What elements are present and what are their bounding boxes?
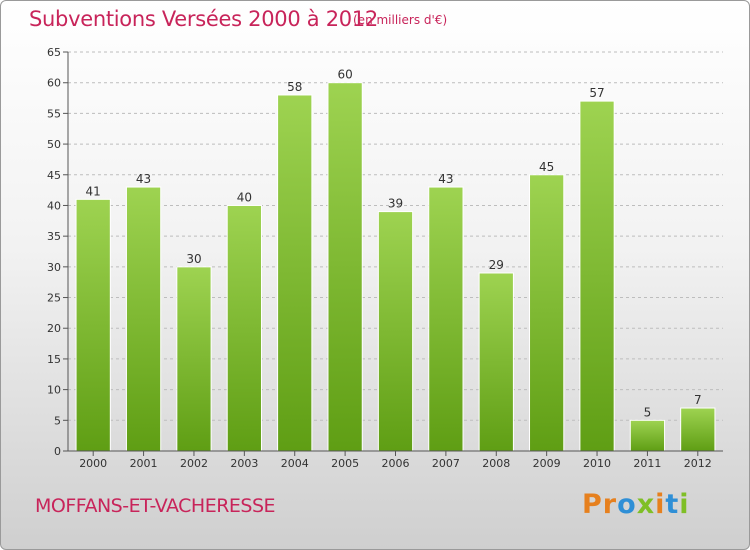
bar-value-label: 41 bbox=[86, 184, 101, 198]
town-name: MOFFANS-ET-VACHERESSE bbox=[35, 495, 276, 517]
bar-value-label: 43 bbox=[136, 172, 151, 186]
bar[interactable] bbox=[75, 198, 111, 452]
bar-value-label: 57 bbox=[589, 86, 604, 100]
y-tick-label: 10 bbox=[47, 384, 61, 397]
bar-value-label: 43 bbox=[438, 172, 453, 186]
logo-letter: P bbox=[582, 489, 603, 520]
x-tick-label: 2003 bbox=[230, 457, 258, 470]
x-tick-label: 2007 bbox=[432, 457, 460, 470]
y-tick-label: 30 bbox=[47, 261, 61, 274]
x-tick-label: 2004 bbox=[281, 457, 309, 470]
bar[interactable] bbox=[428, 186, 464, 452]
y-tick-label: 35 bbox=[47, 230, 61, 243]
bar-value-label: 29 bbox=[489, 258, 504, 272]
logo-letter: i bbox=[679, 489, 690, 520]
y-tick-label: 45 bbox=[47, 169, 61, 182]
bar-value-label: 30 bbox=[186, 252, 201, 266]
y-tick-label: 20 bbox=[47, 322, 61, 335]
bar-value-label: 60 bbox=[337, 68, 352, 82]
y-tick-label: 5 bbox=[54, 414, 61, 427]
logo-letter: r bbox=[602, 489, 618, 520]
y-axis: 0 5 10 15 20 25 30 35 40 45 50 55 60 65 bbox=[47, 46, 69, 458]
x-tick-label: 2008 bbox=[482, 457, 510, 470]
logo-letter: x bbox=[636, 489, 656, 520]
chart-title: Subventions Versées 2000 à 2012 bbox=[29, 7, 378, 31]
y-tick-label: 60 bbox=[47, 77, 61, 90]
bar[interactable] bbox=[629, 419, 666, 452]
bar-value-label: 39 bbox=[388, 197, 403, 211]
bar-value-label: 45 bbox=[539, 160, 554, 174]
bar[interactable] bbox=[176, 266, 212, 452]
y-tick-label: 0 bbox=[54, 445, 61, 458]
x-tick-label: 2005 bbox=[331, 457, 359, 470]
y-tick-label: 25 bbox=[47, 292, 61, 305]
bar[interactable] bbox=[529, 174, 565, 452]
x-axis: 2000 2001 2002 2003 2004 2005 2006 2007 2008 2009… bbox=[68, 450, 723, 470]
x-tick-label: 2002 bbox=[180, 457, 208, 470]
x-tick-label: 2000 bbox=[79, 457, 107, 470]
bar[interactable] bbox=[680, 407, 716, 452]
proxiti-logo[interactable]: Proxiti bbox=[582, 489, 690, 520]
bar[interactable] bbox=[226, 204, 262, 452]
bar[interactable] bbox=[277, 94, 313, 452]
y-tick-label: 15 bbox=[47, 353, 61, 366]
bar-value-label: 40 bbox=[237, 190, 252, 204]
bar[interactable] bbox=[579, 100, 615, 452]
bar-value-label: 5 bbox=[644, 405, 652, 419]
y-tick-label: 50 bbox=[47, 138, 61, 151]
x-tick-label: 2010 bbox=[583, 457, 611, 470]
bar-value-label: 58 bbox=[287, 80, 302, 94]
x-tick-label: 2006 bbox=[382, 457, 410, 470]
x-tick-label: 2009 bbox=[533, 457, 561, 470]
x-tick-label: 2012 bbox=[684, 457, 712, 470]
logo-letter: t bbox=[665, 489, 680, 520]
logo-letter: o bbox=[617, 489, 637, 520]
bar[interactable] bbox=[478, 272, 514, 452]
logo-letter: i bbox=[655, 489, 666, 520]
chart-unit-label: (en milliers d'€) bbox=[353, 13, 448, 27]
y-tick-label: 65 bbox=[47, 46, 61, 59]
x-tick-label: 2011 bbox=[633, 457, 661, 470]
x-tick-label: 2001 bbox=[130, 457, 158, 470]
bar-value-label: 7 bbox=[694, 393, 702, 407]
y-tick-label: 55 bbox=[47, 107, 61, 120]
bar[interactable] bbox=[327, 82, 363, 452]
bar[interactable] bbox=[125, 186, 162, 452]
y-tick-label: 40 bbox=[47, 199, 61, 212]
bar[interactable] bbox=[377, 211, 414, 452]
